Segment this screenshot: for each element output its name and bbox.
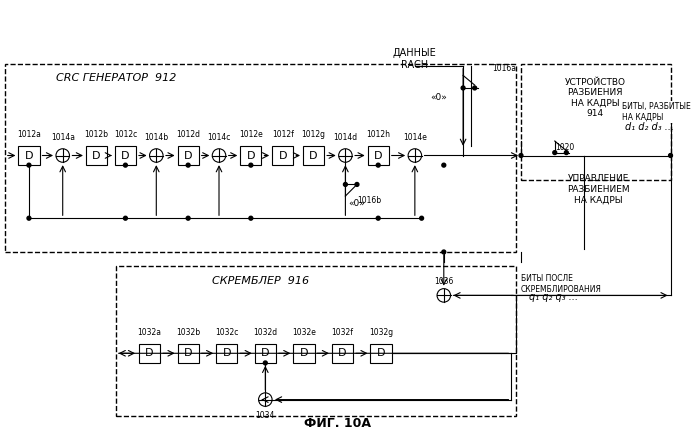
FancyBboxPatch shape: [178, 146, 199, 165]
Text: 1012c: 1012c: [114, 130, 137, 139]
FancyBboxPatch shape: [368, 146, 388, 165]
Circle shape: [123, 163, 127, 167]
Text: УПРАВЛЕНИЕ
РАЗБИЕНИЕМ
НА КАДРЫ: УПРАВЛЕНИЕ РАЗБИЕНИЕМ НА КАДРЫ: [567, 174, 629, 204]
Circle shape: [442, 163, 446, 167]
FancyBboxPatch shape: [332, 344, 353, 363]
Text: D: D: [374, 151, 382, 160]
Text: CRC ГЕНЕРАТОР  912: CRC ГЕНЕРАТОР 912: [55, 73, 176, 83]
Circle shape: [263, 361, 267, 365]
Text: 1032g: 1032g: [369, 328, 393, 337]
Text: 1012f: 1012f: [272, 130, 293, 139]
Circle shape: [437, 289, 451, 302]
Text: 1012d: 1012d: [176, 130, 200, 139]
Text: 1032b: 1032b: [176, 328, 200, 337]
Text: УСТРОЙСТВО
РАЗБИЕНИЯ
НА КАДРЫ
914: УСТРОЙСТВО РАЗБИЕНИЯ НА КАДРЫ 914: [565, 78, 626, 118]
Text: 1014a: 1014a: [50, 133, 75, 142]
FancyBboxPatch shape: [139, 344, 160, 363]
Text: 1014e: 1014e: [403, 133, 427, 142]
Circle shape: [212, 149, 226, 162]
Circle shape: [249, 216, 253, 220]
Text: 1032d: 1032d: [253, 328, 277, 337]
Circle shape: [27, 216, 31, 220]
Circle shape: [377, 163, 380, 167]
Circle shape: [519, 154, 523, 157]
Text: «0»: «0»: [349, 199, 365, 208]
Circle shape: [355, 182, 359, 186]
FancyBboxPatch shape: [116, 267, 516, 416]
FancyBboxPatch shape: [5, 64, 516, 252]
FancyBboxPatch shape: [293, 344, 314, 363]
Text: D: D: [309, 151, 318, 160]
Text: D: D: [184, 348, 192, 358]
Text: D: D: [146, 348, 154, 358]
FancyBboxPatch shape: [521, 64, 671, 180]
Circle shape: [56, 149, 69, 162]
Text: D: D: [300, 348, 308, 358]
Circle shape: [564, 151, 568, 155]
Text: 1012h: 1012h: [366, 130, 390, 139]
Text: q₁ q₂ q₃ ...: q₁ q₂ q₃ ...: [528, 293, 578, 302]
Text: 1016a: 1016a: [492, 64, 516, 73]
Circle shape: [249, 163, 253, 167]
Text: 1036: 1036: [434, 277, 454, 286]
Circle shape: [344, 182, 347, 186]
Circle shape: [377, 216, 380, 220]
Text: D: D: [223, 348, 231, 358]
Text: СКРЕМБЛЕР  916: СКРЕМБЛЕР 916: [212, 276, 309, 286]
Circle shape: [186, 216, 190, 220]
Text: 1034: 1034: [256, 411, 275, 420]
Text: D: D: [25, 151, 33, 160]
Text: 1032c: 1032c: [215, 328, 239, 337]
Text: 1020: 1020: [555, 143, 574, 152]
Text: D: D: [338, 348, 346, 358]
Circle shape: [668, 154, 673, 157]
Text: 1014b: 1014b: [144, 133, 169, 142]
Text: 1014d: 1014d: [333, 133, 358, 142]
Text: D: D: [121, 151, 130, 160]
Text: 1012e: 1012e: [239, 130, 262, 139]
Text: 1012g: 1012g: [302, 130, 326, 139]
Text: 1032e: 1032e: [292, 328, 316, 337]
FancyBboxPatch shape: [86, 146, 107, 165]
FancyBboxPatch shape: [178, 344, 199, 363]
Text: D: D: [279, 151, 287, 160]
Text: D: D: [92, 151, 101, 160]
Circle shape: [461, 86, 465, 90]
Text: 1014c: 1014c: [207, 133, 231, 142]
Circle shape: [339, 149, 352, 162]
Text: «0»: «0»: [430, 93, 447, 102]
Text: D: D: [261, 348, 270, 358]
Circle shape: [27, 163, 31, 167]
Text: D: D: [184, 151, 192, 160]
Text: D: D: [246, 151, 255, 160]
FancyBboxPatch shape: [18, 146, 40, 165]
FancyBboxPatch shape: [370, 344, 392, 363]
Circle shape: [553, 151, 556, 155]
Text: БИТЫ, РАЗБИТЫЕ
НА КАДРЫ: БИТЫ, РАЗБИТЫЕ НА КАДРЫ: [622, 103, 691, 122]
FancyBboxPatch shape: [272, 146, 293, 165]
FancyBboxPatch shape: [303, 146, 324, 165]
Text: 1012a: 1012a: [17, 130, 41, 139]
Text: D: D: [377, 348, 385, 358]
Text: 1032a: 1032a: [137, 328, 162, 337]
Circle shape: [258, 393, 272, 406]
FancyBboxPatch shape: [255, 344, 276, 363]
Text: 1032f: 1032f: [332, 328, 354, 337]
Text: d₁ d₂ d₃ ...: d₁ d₂ d₃ ...: [625, 121, 674, 132]
Circle shape: [473, 86, 477, 90]
FancyBboxPatch shape: [115, 146, 136, 165]
Circle shape: [186, 163, 190, 167]
Text: БИТЫ ПОСЛЕ
СКРЕМБЛИРОВАНИЯ: БИТЫ ПОСЛЕ СКРЕМБЛИРОВАНИЯ: [521, 274, 602, 293]
Circle shape: [123, 216, 127, 220]
Text: ДАННЫЕ
RACH: ДАННЫЕ RACH: [393, 48, 437, 70]
Text: 1012b: 1012b: [85, 130, 108, 139]
Text: 1016b: 1016b: [357, 196, 381, 205]
Circle shape: [150, 149, 163, 162]
Circle shape: [442, 250, 446, 254]
Circle shape: [420, 216, 424, 220]
Circle shape: [408, 149, 421, 162]
FancyBboxPatch shape: [216, 344, 237, 363]
FancyBboxPatch shape: [240, 146, 262, 165]
Text: ФИГ. 10А: ФИГ. 10А: [304, 418, 371, 431]
